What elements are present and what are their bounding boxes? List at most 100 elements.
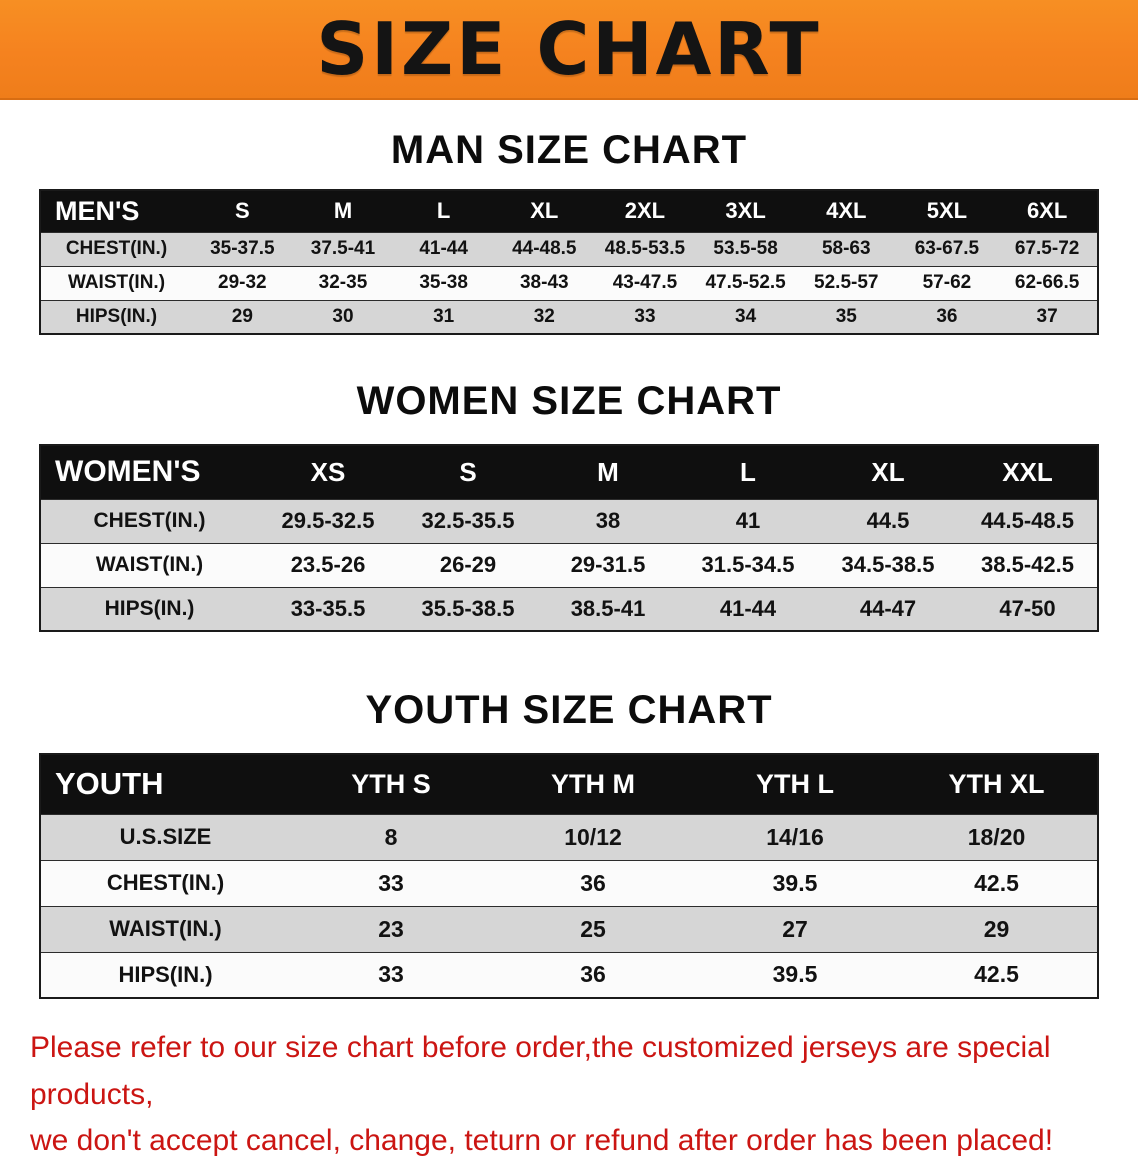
banner-title: SIZE CHART (316, 7, 822, 91)
table-header-row: WOMEN'S XS S M L XL XXL (40, 445, 1098, 499)
man-section-heading: MAN SIZE CHART (390, 128, 748, 172)
size-column-header: YTH XL (896, 754, 1098, 814)
size-column-header: 5XL (896, 190, 998, 232)
size-value-cell: 62-66.5 (997, 265, 1098, 300)
size-value-cell: 14/16 (694, 813, 896, 860)
measurement-row: WAIST(IN.) 23 25 27 29 (40, 905, 1098, 952)
size-value-cell: 44-47 (818, 586, 958, 631)
size-column-header: 3XL (695, 190, 796, 232)
size-value-cell: 47-50 (958, 586, 1098, 631)
size-column-header: M (292, 190, 394, 232)
size-value-cell: 43-47.5 (594, 265, 696, 300)
size-value-cell: 26-29 (398, 542, 538, 587)
size-value-cell: 36 (492, 951, 694, 998)
size-value-cell: 41-44 (393, 231, 494, 266)
row-label: WAIST(IN.) (40, 265, 192, 300)
size-chart-content: MAN SIZE CHART MEN'S S M L XL 2XL 3XL 4XL 5XL 6XL… (0, 128, 1138, 1165)
size-value-cell: 33 (290, 859, 492, 906)
row-label: HIPS(IN.) (40, 951, 290, 998)
size-column-header: XL (493, 190, 595, 232)
size-value-cell: 38.5-42.5 (958, 542, 1098, 587)
measurement-row: WAIST(IN.) 23.5-26 26-29 29-31.5 31.5-34.5 34… (40, 542, 1098, 587)
size-value-cell: 34.5-38.5 (818, 542, 958, 587)
size-column-header: XL (818, 445, 958, 499)
table-title-cell: YOUTH (40, 754, 290, 814)
size-column-header: 4XL (795, 190, 897, 232)
size-value-cell: 38-43 (493, 265, 595, 300)
size-value-cell: 25 (492, 905, 694, 952)
size-value-cell: 37.5-41 (292, 231, 394, 266)
row-label: WAIST(IN.) (40, 905, 290, 952)
size-chart-banner: SIZE CHART (0, 0, 1138, 100)
size-value-cell: 29.5-32.5 (258, 498, 398, 543)
size-column-header: L (393, 190, 494, 232)
measurement-row: WAIST(IN.) 29-32 32-35 35-38 38-43 43-47.5 47.… (40, 265, 1098, 300)
size-value-cell: 29-32 (192, 265, 293, 300)
size-column-header: M (538, 445, 678, 499)
size-column-header: YTH L (694, 754, 896, 814)
measurement-row: CHEST(IN.) 29.5-32.5 32.5-35.5 38 41 44.5 44.5… (40, 498, 1098, 543)
table-header-row: YOUTH YTH S YTH M YTH L YTH XL (40, 754, 1098, 814)
size-value-cell: 29 (192, 299, 293, 334)
size-value-cell: 47.5-52.5 (695, 265, 796, 300)
size-value-cell: 41 (678, 498, 818, 543)
size-value-cell: 67.5-72 (997, 231, 1098, 266)
measurement-row: U.S.SIZE 8 10/12 14/16 18/20 (40, 813, 1098, 860)
size-column-header: YTH M (492, 754, 694, 814)
row-label: HIPS(IN.) (40, 586, 258, 631)
size-value-cell: 35-37.5 (192, 231, 293, 266)
size-column-header: S (398, 445, 538, 499)
size-value-cell: 63-67.5 (896, 231, 998, 266)
size-value-cell: 32-35 (292, 265, 394, 300)
size-value-cell: 33 (594, 299, 696, 334)
size-value-cell: 37 (997, 299, 1098, 334)
size-value-cell: 53.5-58 (695, 231, 796, 266)
size-value-cell: 42.5 (896, 859, 1098, 906)
size-value-cell: 35-38 (393, 265, 494, 300)
women-size-table: WOMEN'S XS S M L XL XXL CHEST(IN.) 29.5-32.5 32.5… (39, 444, 1099, 632)
table-title-cell: MEN'S (40, 190, 192, 232)
measurement-row: CHEST(IN.) 35-37.5 37.5-41 41-44 44-48.5 48.5… (40, 231, 1098, 266)
youth-size-table: YOUTH YTH S YTH M YTH L YTH XL U.S.SIZE 8 10/12… (39, 753, 1099, 999)
table-title-cell: WOMEN'S (40, 445, 258, 499)
size-value-cell: 44.5-48.5 (958, 498, 1098, 543)
size-value-cell: 58-63 (795, 231, 897, 266)
size-column-header: YTH S (290, 754, 492, 814)
size-value-cell: 41-44 (678, 586, 818, 631)
size-column-header: XS (258, 445, 398, 499)
size-value-cell: 23 (290, 905, 492, 952)
measurement-row: HIPS(IN.) 29 30 31 32 33 34 35 36 37 (40, 299, 1098, 334)
size-value-cell: 36 (492, 859, 694, 906)
size-column-header: 2XL (594, 190, 696, 232)
policy-line-2: we don't accept cancel, change, teturn o… (30, 1124, 1054, 1157)
measurement-row: HIPS(IN.) 33-35.5 35.5-38.5 38.5-41 41-44 44-… (40, 586, 1098, 631)
size-value-cell: 48.5-53.5 (594, 231, 696, 266)
size-column-header: XXL (958, 445, 1098, 499)
measurement-row: CHEST(IN.) 33 36 39.5 42.5 (40, 859, 1098, 906)
row-label: HIPS(IN.) (40, 299, 192, 334)
size-value-cell: 33 (290, 951, 492, 998)
row-label: WAIST(IN.) (40, 542, 258, 587)
size-value-cell: 31 (393, 299, 494, 334)
size-value-cell: 44.5 (818, 498, 958, 543)
size-value-cell: 35.5-38.5 (398, 586, 538, 631)
row-label: CHEST(IN.) (40, 231, 192, 266)
youth-section-heading: YOUTH SIZE CHART (365, 688, 773, 732)
order-policy-note: Please refer to our size chart before or… (30, 1025, 1118, 1165)
size-value-cell: 42.5 (896, 951, 1098, 998)
row-label: CHEST(IN.) (40, 498, 258, 543)
men-size-table: MEN'S S M L XL 2XL 3XL 4XL 5XL 6XL CHEST(IN.) 35-37… (39, 189, 1099, 335)
size-value-cell: 39.5 (694, 951, 896, 998)
size-value-cell: 8 (290, 813, 492, 860)
table-header-row: MEN'S S M L XL 2XL 3XL 4XL 5XL 6XL (40, 190, 1098, 232)
size-value-cell: 44-48.5 (493, 231, 595, 266)
size-value-cell: 18/20 (896, 813, 1098, 860)
size-column-header: 6XL (997, 190, 1098, 232)
women-section-heading: WOMEN SIZE CHART (356, 379, 782, 423)
size-value-cell: 35 (795, 299, 897, 334)
size-value-cell: 27 (694, 905, 896, 952)
measurement-row: HIPS(IN.) 33 36 39.5 42.5 (40, 951, 1098, 998)
size-value-cell: 57-62 (896, 265, 998, 300)
size-value-cell: 38 (538, 498, 678, 543)
policy-line-1: Please refer to our size chart before or… (30, 1031, 1051, 1111)
